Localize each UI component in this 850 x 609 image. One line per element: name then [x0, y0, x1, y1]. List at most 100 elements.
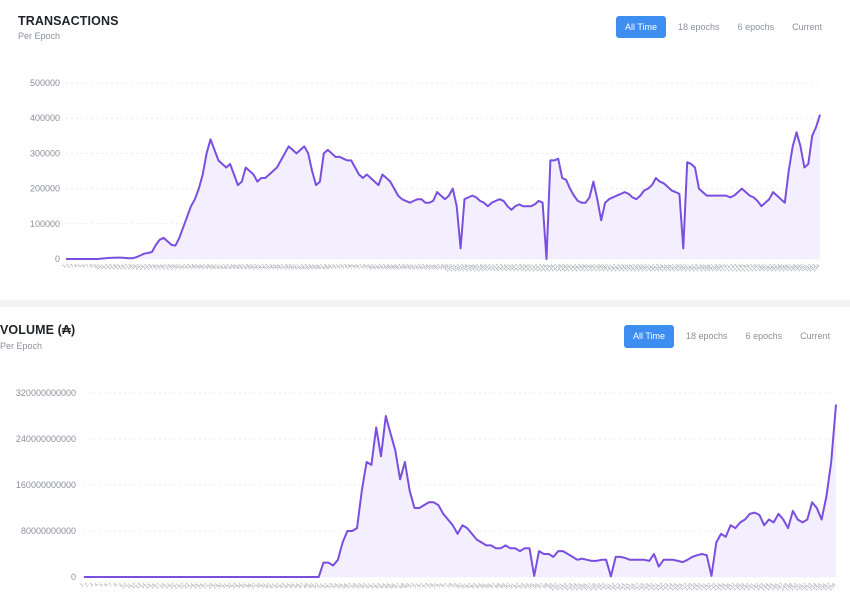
series-line — [84, 404, 837, 578]
x-tick-label: 131 — [565, 263, 575, 273]
x-tick-label: 50 — [312, 582, 320, 590]
tab-6-epochs[interactable]: 6 epochs — [745, 331, 783, 341]
tab-18-epochs[interactable]: 18 epochs — [686, 331, 728, 341]
x-tick-label: 56 — [274, 263, 282, 271]
x-tick-label: 164 — [694, 263, 704, 273]
x-tick-label: 54 — [331, 582, 339, 590]
x-tick-label: 101 — [554, 582, 564, 592]
x-tick-label: 75 — [348, 263, 356, 271]
x-tick-label: 116 — [626, 582, 636, 592]
x-tick-label: 117 — [511, 263, 521, 273]
x-tick-label: 22 — [178, 582, 186, 590]
x-tick-label: 120 — [522, 263, 532, 273]
x-tick-label: 36 — [245, 582, 253, 590]
x-tick-label: 123 — [660, 582, 670, 592]
x-tick-label: 95 — [527, 582, 535, 590]
x-tick-label: 111 — [488, 263, 498, 273]
x-tick-label: 103 — [564, 582, 574, 592]
x-tick-label: 139 — [736, 582, 746, 592]
x-tick-label: 121 — [650, 582, 660, 592]
x-tick-label: 26 — [157, 263, 165, 271]
x-tick-label: 99 — [442, 263, 450, 271]
x-tick-label: 48 — [302, 582, 310, 590]
x-tick-label: 162 — [686, 263, 696, 273]
x-tick-label: 97 — [434, 263, 442, 271]
x-tick-label: 115 — [622, 582, 632, 592]
x-tick-label: 135 — [581, 263, 591, 273]
x-tick-label: 141 — [604, 263, 614, 273]
x-tick-label: 4 — [94, 582, 100, 588]
x-tick-label: 30 — [173, 263, 181, 271]
x-tick-label: 37 — [200, 263, 208, 271]
x-tick-label: 171 — [721, 263, 731, 273]
tab-current[interactable]: Current — [800, 331, 831, 341]
x-tick-label: 77 — [356, 263, 364, 271]
x-tick-label: 17 — [154, 582, 162, 590]
x-tick-label: 189 — [792, 263, 802, 273]
tab-6-epochs[interactable]: 6 epochs — [737, 22, 775, 32]
x-tick-label: 83 — [470, 582, 478, 590]
x-tick-label: 65 — [309, 263, 317, 271]
x-tick-label: 64 — [379, 582, 387, 590]
x-tick-label: 38 — [204, 263, 212, 271]
x-tick-label: 142 — [608, 263, 618, 273]
x-tick-label: 46 — [293, 582, 301, 590]
transactions-title: TRANSACTIONS — [18, 14, 119, 28]
x-tick-label: 59 — [286, 263, 294, 271]
x-tick-label: 73 — [341, 263, 349, 271]
x-tick-label: 193 — [807, 263, 817, 273]
x-tick-label: 43 — [278, 582, 286, 590]
x-tick-label: 7 — [85, 263, 91, 269]
x-tick-label: 154 — [655, 263, 665, 273]
x-tick-label: 119 — [641, 582, 651, 592]
x-tick-label: 8 — [89, 263, 95, 269]
tab-current[interactable]: Current — [792, 22, 823, 32]
x-tick-label: 3 — [89, 582, 95, 588]
x-tick-label: 169 — [714, 263, 724, 273]
x-tick-label: 129 — [557, 263, 567, 273]
x-tick-label: 46 — [235, 263, 243, 271]
x-tick-label: 179 — [753, 263, 763, 273]
x-tick-label: 146 — [624, 263, 634, 273]
x-tick-label: 130 — [561, 263, 571, 273]
x-tick-label: 84 — [383, 263, 391, 271]
volume-title: VOLUME (₳) — [0, 323, 76, 337]
x-tick-label: 109 — [479, 263, 489, 273]
x-tick-label: 51 — [317, 582, 325, 590]
tab-18-epochs[interactable]: 18 epochs — [678, 22, 720, 32]
tab-all-time[interactable]: All Time — [624, 325, 675, 348]
x-tick-label: 39 — [208, 263, 216, 271]
x-tick-label: 127 — [550, 263, 560, 273]
x-tick-label: 125 — [542, 263, 552, 273]
x-tick-label: 63 — [374, 582, 382, 590]
x-tick-label: 43 — [223, 263, 231, 271]
x-tick-label: 101 — [448, 263, 458, 273]
x-tick-label: 104 — [460, 263, 470, 273]
y-tick-label: 320000000000 — [16, 388, 76, 398]
x-tick-label: 138 — [731, 582, 741, 592]
x-tick-label: 29 — [169, 263, 177, 271]
x-tick-label: 181 — [760, 263, 770, 273]
x-tick-label: 65 — [384, 582, 392, 590]
x-tick-label: 174 — [733, 263, 743, 273]
tab-all-time[interactable]: All Time — [616, 16, 667, 38]
x-tick-label: 27 — [202, 582, 210, 590]
volume-chart: 0 80000000000 160000000000 240000000000 3200… — [16, 388, 838, 592]
x-tick-label: 105 — [573, 582, 583, 592]
x-tick-label: 78 — [446, 582, 454, 590]
x-tick-label: 6 — [103, 582, 109, 588]
x-tick-label: 1 — [79, 582, 85, 588]
x-tick-label: 144 — [760, 582, 770, 592]
x-tick-label: 24 — [187, 582, 195, 590]
x-tick-label: 64 — [305, 263, 313, 271]
y-tick-label: 100000 — [30, 219, 60, 229]
x-tick-label: 77 — [441, 582, 449, 590]
x-tick-label: 60 — [360, 582, 368, 590]
x-tick-label: 20 — [168, 582, 176, 590]
x-tick-label: 93 — [518, 582, 526, 590]
x-tick-label: 127 — [679, 582, 689, 592]
x-tick-label: 88 — [399, 263, 407, 271]
x-tick-label: 100 — [444, 263, 454, 273]
y-tick-label: 200000 — [30, 184, 60, 194]
x-tick-label: 180 — [757, 263, 767, 273]
